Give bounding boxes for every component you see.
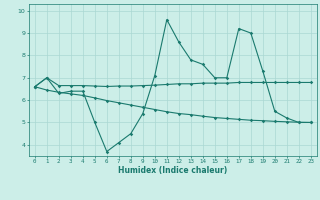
X-axis label: Humidex (Indice chaleur): Humidex (Indice chaleur) bbox=[118, 166, 228, 175]
